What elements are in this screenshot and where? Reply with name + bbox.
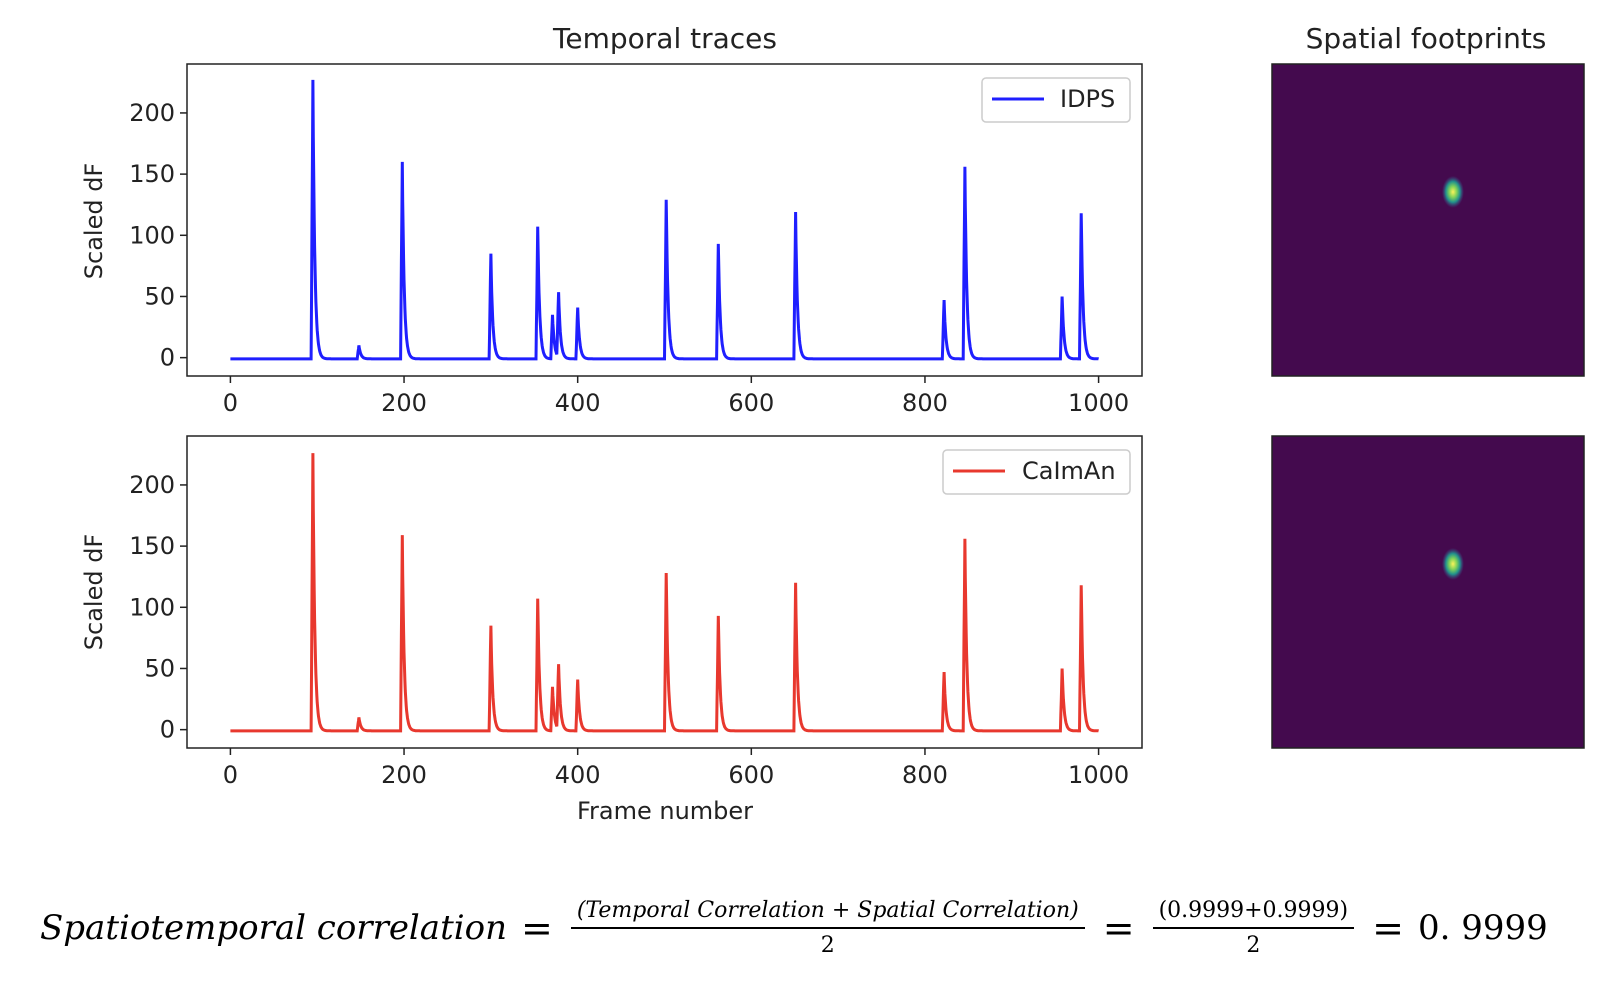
y-ticks: 0 50 100 150 200: [129, 471, 187, 744]
formula-fraction-2: (0.9999+0.9999) 2: [1152, 898, 1355, 958]
trace-line-caiman: [230, 453, 1099, 733]
formula-equals: =: [521, 906, 553, 950]
x-tick-label: 1000: [1068, 389, 1129, 417]
formula-result: 0. 9999: [1417, 908, 1548, 948]
y-axis-label: Scaled dF: [80, 163, 108, 279]
legend-box: [981, 77, 1131, 123]
temporal-traces-title: Temporal traces: [552, 22, 777, 55]
footprint-spot: [1441, 547, 1464, 580]
footprint-background: [1271, 63, 1585, 377]
x-tick-label: 800: [902, 389, 948, 417]
x-tick-label: 800: [902, 761, 948, 789]
legend-label-idps: IDPS: [1060, 85, 1115, 113]
formula-numerator-1: (Temporal Correlation + Spatial Correlat…: [570, 898, 1085, 929]
legend: IDPS: [981, 77, 1131, 123]
spatial-footprint-top: [1271, 63, 1585, 377]
x-ticks: 0 200 400 600 800 1000: [223, 376, 1129, 417]
footprint-background: [1271, 435, 1585, 749]
trace-line-idps: [230, 79, 1099, 361]
y-tick-label: 150: [129, 532, 175, 560]
y-tick-label: 100: [129, 593, 175, 621]
formula-denominator-1: 2: [820, 933, 835, 958]
y-tick-label: 50: [144, 282, 175, 310]
formula-numerator-2: (0.9999+0.9999): [1152, 898, 1355, 929]
legend-label-caiman: CaImAn: [1022, 457, 1116, 485]
x-axis-label: Frame number: [577, 797, 753, 825]
x-tick-label: 0: [223, 761, 238, 789]
y-ticks: 0 50 100 150 200: [129, 99, 187, 372]
x-tick-label: 400: [555, 761, 601, 789]
legend: CaImAn: [942, 449, 1131, 495]
legend-box: [942, 449, 1131, 495]
figure: Temporal traces Scaled dF 0 50 100 150 200 0…: [80, 22, 1585, 825]
formula-fraction-1: (Temporal Correlation + Spatial Correlat…: [570, 898, 1085, 958]
y-tick-label: 150: [129, 160, 175, 188]
x-tick-label: 200: [381, 761, 427, 789]
plot-frame: [186, 435, 1143, 749]
formula-lhs: Spatiotemporal correlation: [40, 908, 507, 948]
footprint-spot: [1441, 175, 1464, 208]
x-tick-label: 600: [728, 389, 774, 417]
y-tick-label: 200: [129, 471, 175, 499]
x-tick-label: 600: [728, 761, 774, 789]
y-tick-label: 0: [160, 344, 175, 372]
spatial-footprint-bottom: [1271, 435, 1585, 749]
y-tick-label: 200: [129, 99, 175, 127]
x-ticks: 0 200 400 600 800 1000: [223, 748, 1129, 789]
formula-equals: =: [1102, 906, 1135, 950]
x-tick-label: 0: [223, 389, 238, 417]
spatial-footprints-title: Spatial footprints: [1306, 22, 1547, 55]
correlation-formula: Spatiotemporal correlation = (Temporal C…: [40, 888, 1548, 968]
y-tick-label: 0: [160, 716, 175, 744]
x-tick-label: 400: [555, 389, 601, 417]
x-tick-label: 200: [381, 389, 427, 417]
y-tick-label: 50: [144, 654, 175, 682]
temporal-trace-panel-idps: Temporal traces Scaled dF 0 50 100 150 200 0…: [80, 22, 1143, 417]
formula-equals: =: [1372, 906, 1404, 950]
x-tick-label: 1000: [1068, 761, 1129, 789]
plot-frame: [186, 63, 1143, 377]
y-axis-label: Scaled dF: [80, 534, 108, 650]
temporal-trace-panel-caiman: Scaled dF Frame number 0 50 100 150 200 0 200…: [80, 435, 1143, 825]
y-tick-label: 100: [129, 221, 175, 249]
formula-denominator-2: 2: [1246, 933, 1261, 958]
